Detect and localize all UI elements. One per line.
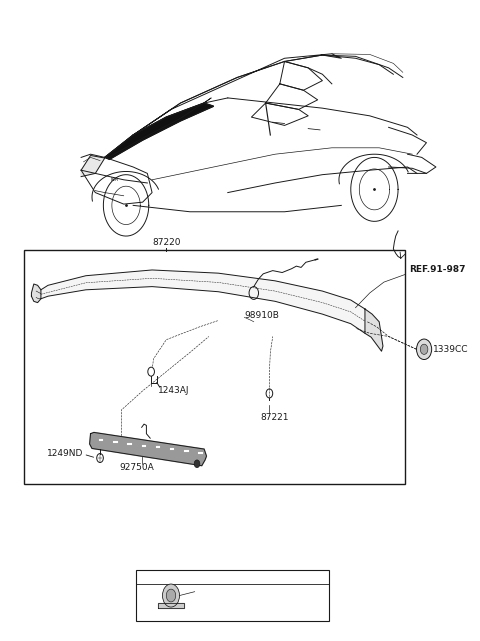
Text: 83991B: 83991B [259,588,291,597]
Circle shape [420,344,428,354]
Text: 1243AJ: 1243AJ [158,387,189,395]
Text: 1249ND: 1249ND [47,449,84,458]
Text: 92750A: 92750A [119,463,154,472]
Text: 1731JE: 1731JE [259,599,288,608]
Bar [135,570,329,621]
Circle shape [163,584,180,607]
Circle shape [417,339,432,360]
Polygon shape [365,309,383,351]
Text: 1339CC: 1339CC [432,345,468,354]
Polygon shape [158,603,184,608]
Bar [24,250,405,483]
Text: KIA: KIA [110,177,118,182]
Text: 87221: 87221 [260,413,288,422]
Circle shape [166,589,176,602]
Text: 87220: 87220 [152,238,180,247]
Polygon shape [32,284,41,303]
Text: 98910B: 98910B [244,311,279,320]
Text: REF.91-987: REF.91-987 [409,265,466,274]
Polygon shape [90,433,206,466]
Circle shape [194,460,200,468]
Polygon shape [41,270,365,333]
Polygon shape [81,156,105,176]
Polygon shape [105,103,214,160]
